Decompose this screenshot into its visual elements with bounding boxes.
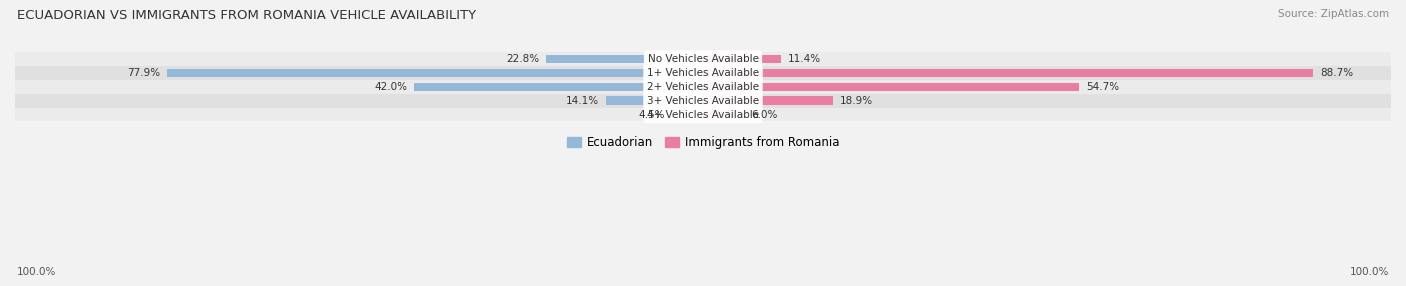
Text: 88.7%: 88.7% <box>1320 68 1353 78</box>
Bar <box>672 110 703 119</box>
Text: 4.5%: 4.5% <box>638 110 665 120</box>
Text: 2+ Vehicles Available: 2+ Vehicles Available <box>647 82 759 92</box>
Bar <box>167 69 703 77</box>
Text: 77.9%: 77.9% <box>127 68 160 78</box>
Text: No Vehicles Available: No Vehicles Available <box>648 54 758 64</box>
Bar <box>15 66 1391 80</box>
Bar <box>703 55 782 63</box>
Bar <box>413 83 703 91</box>
Text: 100.0%: 100.0% <box>1350 267 1389 277</box>
Text: 18.9%: 18.9% <box>839 96 873 106</box>
Text: 6.0%: 6.0% <box>751 110 778 120</box>
Text: 100.0%: 100.0% <box>17 267 56 277</box>
Bar <box>703 69 1313 77</box>
Bar <box>15 94 1391 108</box>
Text: 11.4%: 11.4% <box>789 54 821 64</box>
Text: 54.7%: 54.7% <box>1087 82 1119 92</box>
Text: ECUADORIAN VS IMMIGRANTS FROM ROMANIA VEHICLE AVAILABILITY: ECUADORIAN VS IMMIGRANTS FROM ROMANIA VE… <box>17 9 477 21</box>
Bar <box>606 96 703 105</box>
Text: 4+ Vehicles Available: 4+ Vehicles Available <box>647 110 759 120</box>
Bar <box>703 83 1080 91</box>
Text: 3+ Vehicles Available: 3+ Vehicles Available <box>647 96 759 106</box>
Bar <box>15 80 1391 94</box>
Text: Source: ZipAtlas.com: Source: ZipAtlas.com <box>1278 9 1389 19</box>
Text: 42.0%: 42.0% <box>374 82 408 92</box>
Bar <box>15 52 1391 66</box>
Bar <box>546 55 703 63</box>
Legend: Ecuadorian, Immigrants from Romania: Ecuadorian, Immigrants from Romania <box>562 131 844 154</box>
Bar <box>703 110 744 119</box>
Text: 22.8%: 22.8% <box>506 54 540 64</box>
Bar <box>15 108 1391 122</box>
Text: 14.1%: 14.1% <box>567 96 599 106</box>
Bar <box>703 96 832 105</box>
Text: 1+ Vehicles Available: 1+ Vehicles Available <box>647 68 759 78</box>
